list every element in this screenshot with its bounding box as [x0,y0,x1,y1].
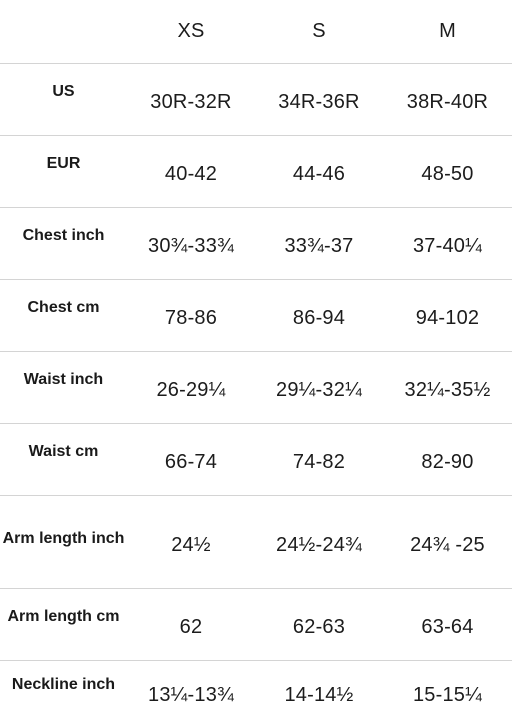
table-cell: 38R-40R [406,91,489,113]
table-header-row: XS S M [0,0,512,64]
table-cell: 94-102 [415,307,480,329]
table-cell: 24½ [171,533,211,556]
row-label: Waist inch [23,371,104,388]
table-row-arm-length-cm: Arm length cm 62 62-63 63-64 [0,589,512,661]
row-label: US [52,83,75,100]
row-label: Neckline inch [11,675,116,693]
table-cell: 63-64 [421,616,474,638]
row-label: Arm length cm [7,608,120,625]
table-cell: 34R-36R [278,91,360,113]
table-cell: 82-90 [421,451,474,473]
table-cell: 66-74 [164,451,218,473]
table-cell: 33¾-37 [284,235,354,257]
table-cell: 30¾-33¾ [148,235,234,257]
table-cell: 37-40¼ [412,235,483,257]
row-label: EUR [46,155,81,172]
column-header-s: S [312,20,326,42]
table-row-chest-cm: Chest cm 78-86 86-94 94-102 [0,280,512,352]
row-label: Arm length inch [2,529,125,547]
table-row-chest-inch: Chest inch 30¾-33¾ 33¾-37 37-40¼ [0,208,512,280]
column-header-xs: XS [177,20,205,42]
table-cell: 14-14½ [284,683,354,706]
row-label: Waist cm [28,443,99,460]
table-cell: 15-15¼ [412,683,483,706]
table-cell: 40-42 [164,163,218,185]
table-cell: 78-86 [164,307,218,329]
table-cell: 30R-32R [150,91,232,113]
table-cell: 86-94 [292,307,346,329]
table-cell: 26-29¼ [156,379,226,401]
table-cell: 62-63 [292,616,346,638]
column-header-m: M [439,20,456,42]
table-row-eur: EUR 40-42 44-46 48-50 [0,136,512,208]
table-cell: 24½-24¾ [276,533,362,556]
table-cell: 24¾ -25 [410,533,485,556]
table-row-waist-inch: Waist inch 26-29¼ 29¼-32¼ 32¼-35½ [0,352,512,424]
table-row-us: US 30R-32R 34R-36R 38R-40R [0,64,512,136]
table-row-arm-length-inch: Arm length inch 24½ 24½-24¾ 24¾ -25 [0,496,512,589]
row-label: Chest inch [22,227,105,244]
table-cell: 13¼-13¾ [148,683,234,706]
table-cell: 29¼-32¼ [276,379,362,401]
table-cell: 48-50 [421,163,474,185]
table-cell: 32¼-35½ [404,379,491,401]
table-row-waist-cm: Waist cm 66-74 74-82 82-90 [0,424,512,496]
table-row-neckline-inch: Neckline inch 13¼-13¾ 14-14½ 15-15¼ [0,661,512,723]
table-cell: 74-82 [292,451,346,473]
table-cell: 44-46 [292,163,346,185]
row-label: Chest cm [27,299,100,316]
table-cell: 62 [179,616,203,638]
